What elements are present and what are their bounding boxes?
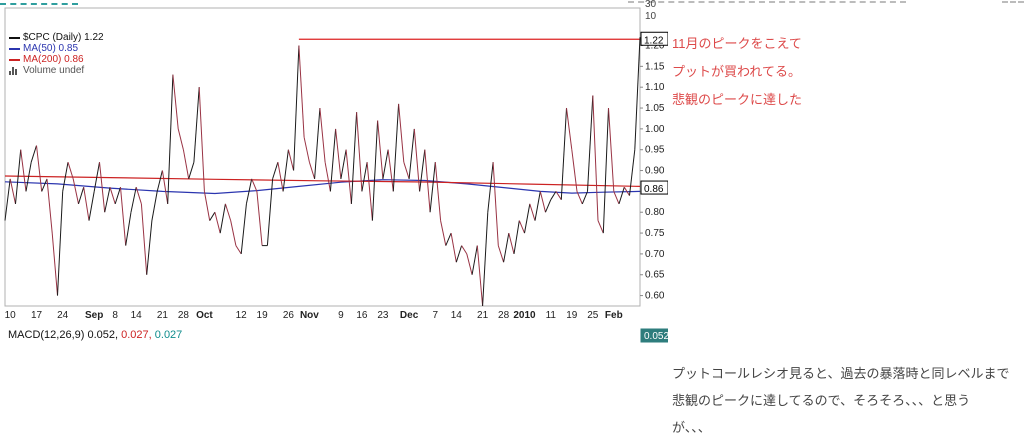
red-note-line-2: プットが買われてる。 (672, 64, 801, 79)
legend-item-ma50: MA(50) 0.85 (9, 43, 104, 54)
svg-text:Sep: Sep (85, 310, 103, 321)
svg-text:0.70: 0.70 (645, 249, 665, 260)
svg-text:1.05: 1.05 (645, 103, 665, 114)
svg-text:0.95: 0.95 (645, 145, 665, 156)
svg-text:Nov: Nov (300, 310, 319, 321)
svg-text:Oct: Oct (196, 310, 213, 321)
svg-text:25: 25 (587, 310, 599, 321)
svg-text:1.20: 1.20 (645, 41, 665, 52)
bottom-comment-note: プットコールレシオ見ると、過去の暴落時と同レベルまで 悲観のピークに達してるので… (672, 360, 1009, 441)
ma200-line-swatch (9, 58, 20, 61)
bottom-note-line-3: が、、、 (672, 420, 711, 435)
svg-text:0.65: 0.65 (645, 270, 665, 281)
volume-bars-icon (9, 66, 20, 75)
svg-text:26: 26 (283, 310, 295, 321)
svg-text:17: 17 (31, 310, 43, 321)
svg-text:21: 21 (157, 310, 169, 321)
ma50-line-swatch (9, 47, 20, 50)
svg-text:21: 21 (477, 310, 489, 321)
cpc-line-swatch (9, 36, 20, 39)
upper-pane-gray-line-2 (1002, 1, 1024, 3)
svg-text:19: 19 (257, 310, 269, 321)
svg-text:28: 28 (498, 310, 510, 321)
svg-text:19: 19 (566, 310, 578, 321)
svg-text:16: 16 (356, 310, 368, 321)
svg-text:1.22: 1.22 (644, 35, 664, 46)
svg-text:0.75: 0.75 (645, 228, 665, 239)
legend-item-volume: Volume undef (9, 65, 104, 76)
svg-text:12: 12 (236, 310, 248, 321)
svg-text:2010: 2010 (513, 310, 536, 321)
chart-legend: $CPC (Daily) 1.22 MA(50) 0.85 MA(200) 0.… (9, 32, 104, 76)
price-chart: 0.600.650.700.750.800.850.900.951.001.05… (4, 0, 668, 343)
legend-label-cpc: $CPC (Daily) 1.22 (23, 32, 104, 43)
red-note-line-1: 11月のピークをこえて (672, 36, 802, 51)
upper-pane-gray-line (628, 1, 906, 3)
svg-text:0.60: 0.60 (645, 291, 665, 302)
svg-text:10: 10 (5, 310, 17, 321)
svg-text:0.90: 0.90 (645, 166, 665, 177)
svg-text:14: 14 (131, 310, 143, 321)
svg-text:28: 28 (178, 310, 190, 321)
svg-text:30: 30 (645, 0, 657, 10)
price-chart-svg: 0.600.650.700.750.800.850.900.951.001.05… (4, 0, 668, 343)
bottom-note-line-2: 悲観のピークに達してるので、そろそろ、、、と思う (672, 393, 971, 408)
legend-label-ma200: MA(200) 0.86 (23, 54, 84, 65)
svg-text:7: 7 (433, 310, 439, 321)
svg-text:1.00: 1.00 (645, 124, 665, 135)
svg-text:23: 23 (377, 310, 389, 321)
svg-text:9: 9 (338, 310, 344, 321)
upper-pane-teal-line (0, 3, 78, 5)
svg-text:MACD(12,26,9) 0.052, 0.027, 0.: MACD(12,26,9) 0.052, 0.027, 0.027 (8, 329, 182, 341)
svg-text:Dec: Dec (400, 310, 419, 321)
legend-label-ma50: MA(50) 0.85 (23, 43, 79, 54)
svg-text:14: 14 (451, 310, 463, 321)
red-note-line-3: 悲観のピークに達した (672, 92, 803, 107)
svg-text:10: 10 (645, 11, 657, 22)
svg-text:0.052: 0.052 (644, 331, 668, 342)
legend-label-volume: Volume undef (23, 65, 85, 76)
svg-text:0.80: 0.80 (645, 207, 665, 218)
svg-text:0.86: 0.86 (644, 184, 664, 195)
legend-item-ma200: MA(200) 0.86 (9, 54, 104, 65)
svg-text:Feb: Feb (605, 310, 623, 321)
svg-text:1.10: 1.10 (645, 82, 665, 93)
red-annotation-note: 11月のピークをこえて プットが買われてる。 悲観のピークに達した (672, 30, 802, 114)
bottom-note-line-1: プットコールレシオ見ると、過去の暴落時と同レベルまで (672, 366, 1010, 381)
svg-text:8: 8 (112, 310, 118, 321)
svg-text:11: 11 (546, 310, 557, 321)
legend-item-cpc: $CPC (Daily) 1.22 (9, 32, 104, 43)
svg-text:24: 24 (57, 310, 69, 321)
svg-text:1.15: 1.15 (645, 61, 665, 72)
